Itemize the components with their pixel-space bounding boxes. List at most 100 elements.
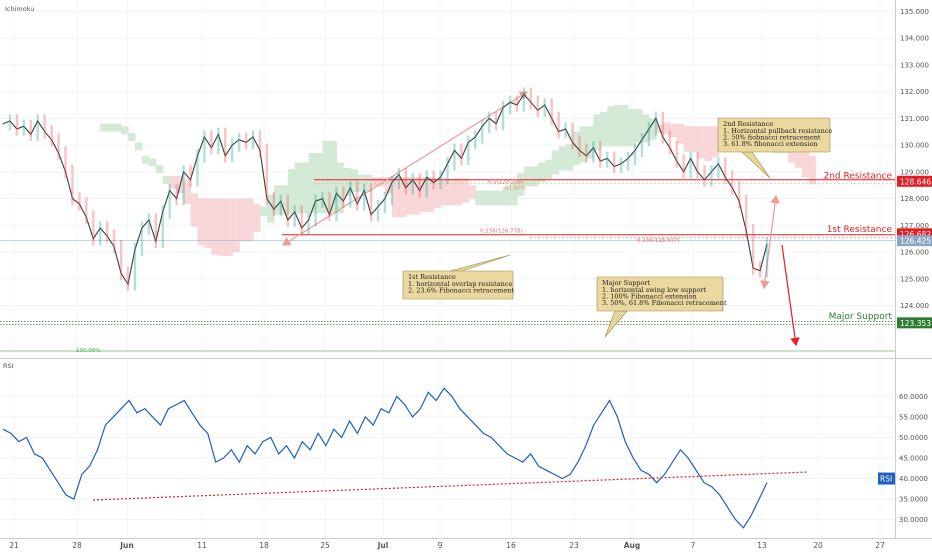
ichimoku-cloud-segment (197, 198, 206, 246)
price-candle (71, 165, 74, 206)
price-candle (439, 170, 442, 190)
price-tag (897, 317, 932, 329)
price-candle (404, 167, 408, 195)
price-candle (29, 119, 32, 142)
price-candle (57, 133, 60, 160)
price-candle (314, 194, 317, 227)
price-candle (383, 191, 387, 214)
price-candle (78, 191, 81, 211)
callout-line: 1. horizontal overlap resistance (408, 280, 512, 288)
price-candle (744, 194, 748, 238)
price-candle (251, 130, 255, 150)
ichimoku-cloud-segment (558, 146, 567, 171)
price-tag (897, 228, 932, 240)
first-resistance-label: 1st Resistance (827, 225, 893, 235)
ichimoku-cloud-segment (600, 111, 608, 147)
price-candle (335, 186, 338, 222)
price-candle (724, 157, 727, 184)
price-candle (536, 95, 539, 117)
price-candle (237, 133, 241, 152)
price-candle (689, 151, 692, 179)
ichimoku-cloud-segment (669, 123, 678, 138)
callout-box (402, 270, 514, 300)
ichimoku-cloud-segment (607, 106, 615, 147)
callout-line: 1. Horizontal pullback resistance (723, 127, 832, 135)
price-candle (196, 149, 199, 187)
price-candle (50, 125, 53, 147)
ichimoku-cloud-segment (134, 142, 143, 151)
ichimoku-cloud-segment (169, 175, 178, 190)
ichimoku-cloud-segment (593, 114, 601, 151)
price-candle (286, 194, 289, 227)
price-candle (279, 194, 283, 216)
price-line (2, 93, 768, 286)
ichimoku-cloud-segment (148, 158, 157, 167)
rsi-axis-tick-label: 55.0000 (899, 413, 928, 421)
price-candle (418, 173, 421, 198)
price-candle (356, 181, 359, 211)
ichimoku-cloud-segment (225, 198, 233, 257)
ichimoku-cloud-segment (253, 203, 261, 232)
price-axis-tick-label: 124.000 (900, 302, 929, 310)
price-candle (578, 135, 581, 158)
price-candle (571, 122, 574, 150)
price-candle (474, 130, 477, 150)
fib-extension-arrow (281, 91, 529, 246)
ichimoku-cloud-segment (468, 185, 476, 199)
ichimoku-cloud-segment (801, 149, 810, 178)
price-candle (92, 210, 95, 246)
ichimoku-cloud-segment (461, 178, 469, 203)
ichimoku-cloud-segment (648, 118, 657, 140)
price-candle (592, 141, 595, 163)
price-candle (515, 95, 519, 112)
time-axis-tick-label: 9 (438, 541, 443, 550)
ichimoku-cloud-segment (641, 114, 650, 143)
price-tag-label: 123.353 (900, 319, 931, 328)
price-tag-label: 128.646 (900, 177, 931, 186)
time-axis-tick-label: 13 (757, 541, 767, 550)
ichimoku-cloud-segment (218, 198, 226, 257)
rsi-axis-tick-label: 50.0000 (899, 434, 928, 442)
callout-line: 3. 50%, 61.8% Fibonacci retracement (602, 299, 727, 307)
ichimoku-cloud-segment (107, 123, 115, 132)
price-candle (203, 130, 206, 163)
rsi-axis-tick-label: 35.0000 (899, 496, 928, 504)
callout-line: 2. 100% Fibonacci extension (602, 293, 697, 301)
time-axis-tick-label: Aug (624, 541, 641, 550)
time-axis-tick-label: Jun (119, 541, 133, 550)
ichimoku-cloud-segment (662, 122, 671, 135)
rsi-axis-tick-label: 40.0000 (899, 475, 928, 483)
time-axis-tick-label: 16 (506, 541, 516, 550)
price-tag (897, 235, 932, 247)
price-candle (619, 157, 623, 174)
price-candle (453, 143, 456, 171)
price-candle (342, 186, 345, 208)
price-axis-tick-label: 131.000 (900, 115, 929, 123)
price-candle (300, 205, 303, 235)
indicator-label: Ichimoku (5, 5, 34, 13)
time-axis-tick-label: 28 (72, 541, 82, 550)
price-candle (668, 130, 671, 155)
rsi-panel-label: RSI (3, 362, 14, 370)
time-axis-tick-label: 20 (813, 541, 823, 550)
time-axis-tick-label: 7 (691, 541, 696, 550)
ichimoku-cloud-segment (572, 131, 581, 166)
price-candle (640, 133, 644, 158)
ichimoku-cloud-segment (232, 198, 240, 253)
ichimoku-cloud-segment (489, 190, 497, 206)
price-candle (349, 181, 352, 208)
price-axis-tick-label: 135.000 (900, 8, 929, 16)
price-axis-tick-label: 127.000 (900, 222, 929, 230)
price-candle (481, 119, 484, 144)
price-tag-label: 126.682 (900, 230, 931, 239)
price-candle (140, 221, 144, 257)
ichimoku-cloud-segment (162, 175, 171, 184)
fib-label: 0.236(126.778) (480, 228, 523, 234)
fib-label: 61.80% (505, 185, 526, 191)
ichimoku-cloud-segment (614, 104, 622, 147)
price-candle (425, 170, 428, 198)
price-candle (112, 229, 116, 254)
major-support-label: Major Support (829, 312, 893, 322)
